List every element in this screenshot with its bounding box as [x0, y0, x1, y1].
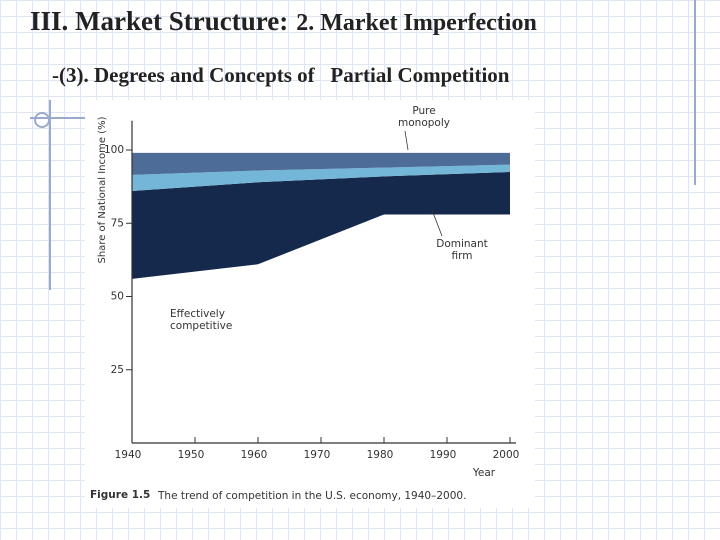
slide-title: III. Market Structure: 2. Market Imperfec…	[30, 6, 537, 36]
x-axis-title: Year	[472, 467, 496, 479]
x-tick-label: 1980	[367, 449, 394, 461]
label-pointer	[404, 130, 409, 151]
area	[132, 171, 510, 279]
slide-subtitle: -(3). Degrees and Concepts of Partial Co…	[52, 63, 510, 87]
y-tick-label: 75	[111, 217, 124, 229]
x-tick-label: 1940	[115, 449, 142, 461]
x-tick-label: 2000	[493, 449, 520, 461]
caption: The trend of competition in the U.S. eco…	[157, 490, 466, 502]
slide-title-main: III. Market Structure:	[30, 6, 288, 36]
slide-title-sub: 2. Market Imperfection	[296, 10, 537, 36]
label-pointer	[431, 209, 443, 237]
x-tick-label: 1950	[178, 449, 205, 461]
area	[132, 152, 510, 175]
y-axis-title: Share of National Income (%)	[97, 116, 108, 263]
caption-label: Figure 1.5	[90, 489, 150, 501]
area	[132, 164, 510, 192]
x-tick-label: 1970	[304, 449, 331, 461]
decor-circle	[34, 112, 50, 128]
series-label: Dominant firm	[436, 238, 488, 262]
area	[132, 214, 510, 443]
x-tick-label: 1960	[241, 449, 268, 461]
series-label: Effectively competitive	[170, 308, 233, 332]
series-label: Pure monopoly	[398, 105, 450, 129]
y-tick-label: 50	[111, 291, 124, 303]
x-tick-label: 1990	[430, 449, 457, 461]
y-tick-label: 100	[104, 144, 124, 156]
y-tick-label: 25	[111, 364, 124, 376]
